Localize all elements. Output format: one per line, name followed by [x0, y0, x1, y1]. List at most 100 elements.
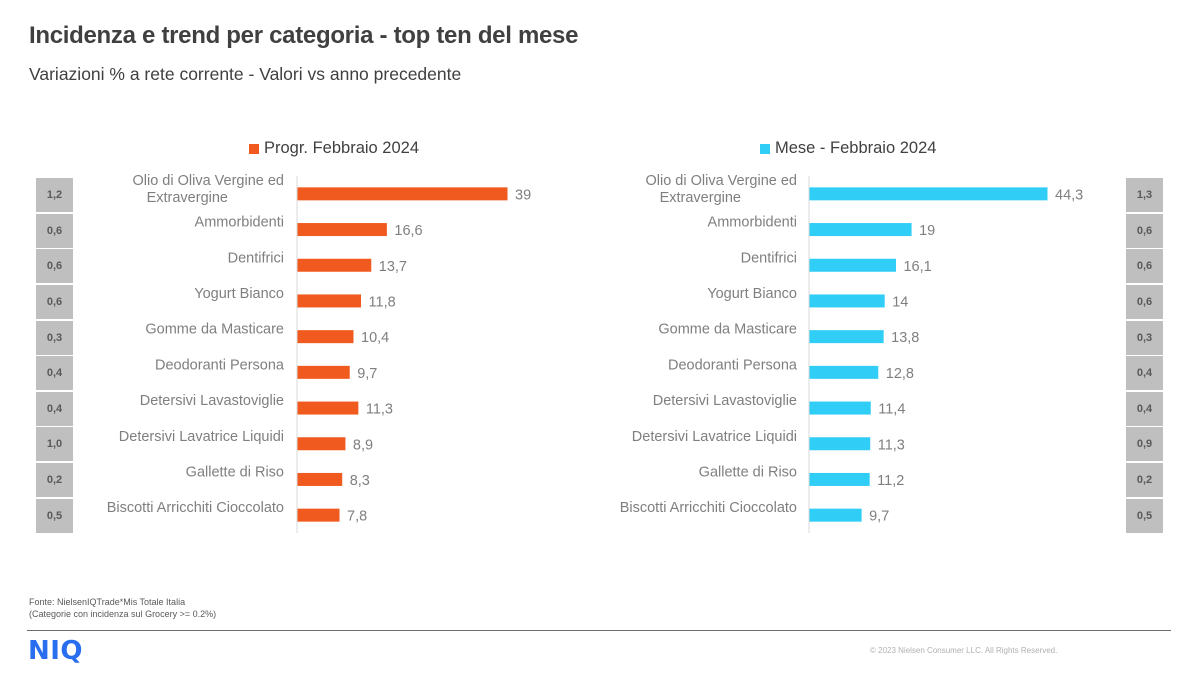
page-title: Incidenza e trend per categoria - top te… [29, 22, 579, 49]
legend-swatch-progr [249, 143, 259, 154]
legend-progr: Progr. Febbraio 2024 [249, 139, 419, 158]
category-label: Detersivi Lavastoviglie [140, 393, 284, 409]
category-label: Biscotti Arricchiti Cioccolato [620, 500, 797, 516]
category-label: Detersivi Lavatrice Liquidi [119, 429, 284, 445]
incidenza-column-left: 1,2 0,6 0,6 0,6 0,3 0,4 0,4 1,0 0,2 0,5 [36, 178, 73, 534]
incidenza-box: 0,3 [1126, 320, 1163, 355]
legend-swatch-mese [760, 143, 770, 154]
value-label: 9,7 [869, 509, 889, 525]
source-line-1: Fonte: NielsenIQTrade*Mis Totale Italia [29, 597, 186, 607]
incidenza-box: 1,0 [36, 427, 73, 462]
category-label-line: Extravergine [147, 190, 228, 206]
value-label: 9,7 [357, 366, 377, 382]
bar [809, 187, 1048, 201]
category-label: Yogurt Bianco [194, 286, 284, 302]
page-subtitle: Variazioni % a rete corrente - Valori vs… [29, 64, 462, 84]
bar [297, 258, 372, 272]
category-label-line: Olio di Oliva Vergine ed [132, 173, 284, 189]
incidenza-box: 0,6 [1126, 249, 1163, 284]
incidenza-box: 0,4 [36, 391, 73, 426]
value-label: 14 [892, 294, 908, 310]
bar [297, 365, 350, 379]
value-label: 7,8 [347, 509, 367, 525]
value-label: 39 [515, 187, 531, 203]
category-label: Olio di Oliva Vergine ed Extravergine [132, 173, 284, 206]
bar [809, 330, 884, 344]
value-label: 12,8 [886, 366, 914, 382]
niq-logo: NIQ [28, 636, 84, 666]
bar [809, 365, 879, 379]
category-label-line: Extravergine [660, 190, 741, 206]
category-label: Olio di Oliva Vergine ed Extravergine [645, 173, 797, 206]
value-label: 11,3 [878, 437, 905, 453]
bar [297, 294, 362, 308]
value-label: 16,6 [394, 223, 422, 239]
category-label: Gallette di Riso [186, 464, 284, 480]
source-note: Fonte: NielsenIQTrade*Mis Totale Italia … [29, 596, 216, 620]
value-label: 11,8 [369, 294, 396, 310]
incidenza-column-right: 1,3 0,6 0,6 0,6 0,3 0,4 0,4 0,9 0,2 0,5 [1126, 178, 1163, 534]
value-label: 19 [919, 223, 935, 239]
category-label: Detersivi Lavatrice Liquidi [632, 429, 797, 445]
bar [297, 187, 508, 201]
copyright: © 2023 Nielsen Consumer LLC. All Rights … [870, 646, 1058, 655]
footer-divider [27, 630, 1171, 631]
bar [297, 508, 340, 522]
value-label: 13,8 [891, 330, 919, 346]
value-label: 11,2 [877, 473, 904, 489]
value-label: 10,4 [361, 330, 389, 346]
category-label: Gomme da Masticare [658, 322, 797, 338]
category-label: Gomme da Masticare [145, 322, 284, 338]
incidenza-box: 0,6 [36, 213, 73, 248]
incidenza-box: 0,2 [36, 463, 73, 498]
category-label: Gallette di Riso [699, 464, 797, 480]
incidenza-box: 0,6 [1126, 213, 1163, 248]
incidenza-box: 0,9 [1126, 427, 1163, 462]
category-label: Deodoranti Persona [668, 357, 798, 373]
value-label: 11,4 [878, 402, 905, 418]
incidenza-box: 0,5 [36, 498, 73, 533]
category-label: Detersivi Lavastoviglie [653, 393, 797, 409]
category-label: Dentifrici [228, 250, 284, 266]
incidenza-box: 0,4 [1126, 391, 1163, 426]
category-label-line: Olio di Oliva Vergine ed [645, 173, 797, 189]
bar [809, 472, 870, 486]
incidenza-box: 0,6 [36, 284, 73, 319]
incidenza-box: 0,2 [1126, 463, 1163, 498]
bar [809, 258, 896, 272]
value-label: 13,7 [379, 259, 407, 275]
incidenza-box: 0,5 [1126, 498, 1163, 533]
legend-mese: Mese - Febbraio 2024 [760, 139, 936, 158]
value-label: 44,3 [1055, 187, 1083, 203]
incidenza-box: 0,3 [36, 320, 73, 355]
category-label: Biscotti Arricchiti Cioccolato [107, 500, 284, 516]
category-label: Yogurt Bianco [707, 286, 797, 302]
category-label: Ammorbidenti [195, 215, 284, 231]
incidenza-box: 1,3 [1126, 178, 1163, 212]
legend-label-progr: Progr. Febbraio 2024 [264, 139, 420, 157]
bar [297, 472, 343, 486]
bar [297, 437, 346, 451]
bar [297, 401, 359, 415]
bar [809, 223, 912, 237]
source-line-2: (Categorie con incidenza sul Grocery >= … [29, 609, 217, 619]
incidenza-box: 0,4 [1126, 356, 1163, 391]
bar [809, 508, 862, 522]
bar [809, 437, 871, 451]
bar [809, 294, 885, 308]
bar [809, 401, 871, 415]
value-label: 16,1 [903, 259, 931, 275]
value-label: 8,9 [353, 437, 373, 453]
value-label: 8,3 [350, 473, 370, 489]
incidenza-box: 0,4 [36, 356, 73, 391]
incidenza-box: 0,6 [1126, 284, 1163, 319]
value-label: 11,3 [366, 402, 393, 418]
bar [297, 330, 354, 344]
category-label: Dentifrici [741, 250, 797, 266]
category-label: Ammorbidenti [708, 215, 797, 231]
incidenza-box: 1,2 [36, 178, 73, 212]
legend-label-mese: Mese - Febbraio 2024 [775, 139, 937, 157]
incidenza-box: 0,6 [36, 249, 73, 284]
bar [297, 223, 387, 237]
